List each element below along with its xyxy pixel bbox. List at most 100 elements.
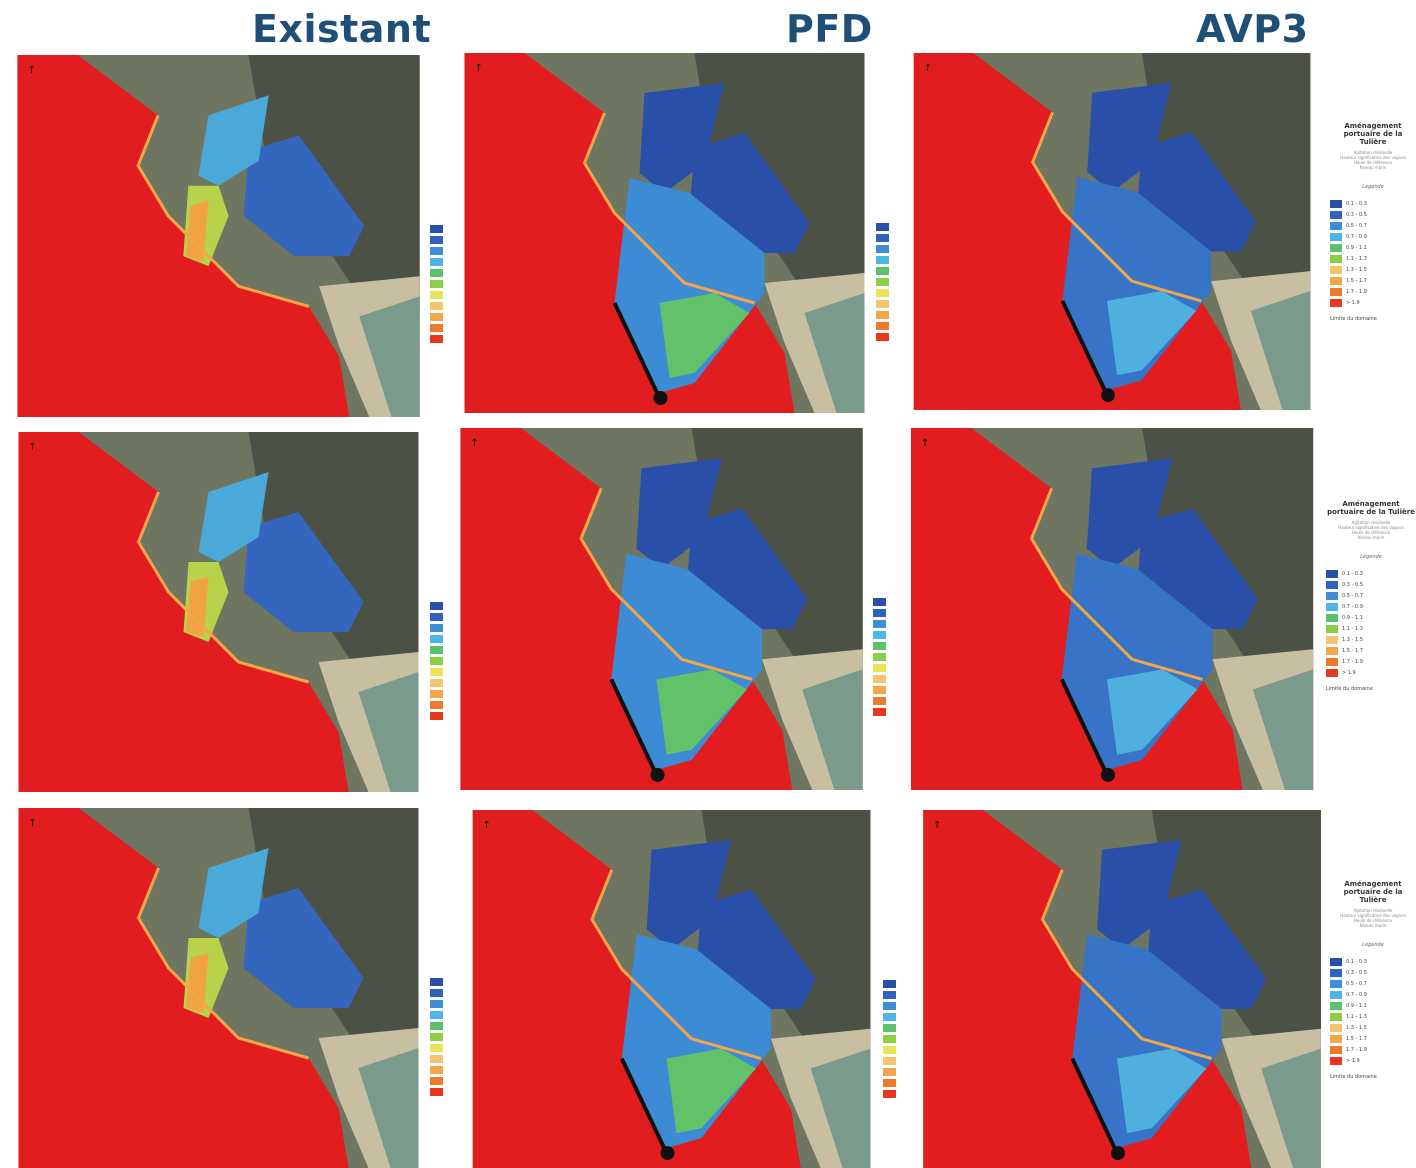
legend-heading: Légende	[1362, 942, 1384, 948]
legend-entry: 1.5 - 1.7	[1326, 645, 1416, 656]
inner-basin	[243, 512, 364, 632]
surf-zone	[1261, 1048, 1321, 1168]
breakwater-head	[1100, 767, 1116, 782]
legend-swatch	[1330, 221, 1342, 230]
map-panel: ↑	[905, 53, 1319, 410]
north-arrow-icon: ↑	[924, 63, 932, 74]
legend-heading: Légende	[1360, 554, 1382, 560]
north-arrow-icon: ↑	[483, 820, 491, 831]
mini-legend-swatch	[430, 624, 443, 632]
north-arrow-icon: ↑	[29, 442, 37, 453]
breakwater	[1070, 1057, 1119, 1154]
legend-swatch	[1330, 968, 1342, 977]
legend-label: > 1.9	[1346, 299, 1360, 306]
map-panel: ↑	[465, 810, 878, 1168]
legend-entries: 0.1 - 0.3 0.3 - 0.5 0.5 - 0.7 0.7 - 0.9 0.9 …	[1330, 956, 1416, 1066]
mini-legend-swatch	[430, 657, 443, 665]
coastal-fringe	[1040, 869, 1212, 1061]
legend-entry: 1.1 - 1.3	[1330, 1011, 1416, 1022]
breakwater	[612, 302, 662, 399]
north-arrow-icon: ↑	[933, 820, 941, 831]
mini-legend-swatch	[873, 675, 886, 683]
legend-label: 0.9 - 1.1	[1346, 244, 1367, 251]
legend-entry: 0.3 - 0.5	[1330, 967, 1416, 978]
legend-label: 1.7 - 1.9	[1342, 658, 1363, 665]
breakwater-head	[650, 767, 665, 782]
legend-entry: 0.3 - 0.5	[1326, 579, 1416, 590]
mini-legend-swatch	[876, 245, 889, 253]
legend-swatch	[1330, 1056, 1342, 1065]
mini-legend-swatch	[430, 324, 443, 332]
breakwater-head	[1101, 388, 1115, 403]
breakwater-head	[660, 1146, 675, 1161]
legend-label: 0.1 - 0.3	[1346, 200, 1367, 207]
legend-swatch	[1326, 613, 1338, 622]
legend-row-3: Aménagement portuaire de la Tulière Agit…	[1330, 880, 1416, 1080]
north-arrow-icon: ↑	[27, 65, 35, 76]
legend-row-1: Aménagement portuaire de la Tulière Agit…	[1330, 122, 1416, 322]
mini-legend-swatch	[430, 236, 443, 244]
mini-legend-swatch	[430, 646, 443, 654]
legend-entry: 0.7 - 0.9	[1326, 601, 1416, 612]
mini-legend-swatch	[873, 642, 886, 650]
legend-swatch	[1330, 1045, 1342, 1054]
legend-entry: 0.1 - 0.3	[1330, 956, 1416, 967]
legend-label: 0.1 - 0.3	[1346, 958, 1367, 965]
breakwater	[619, 1057, 669, 1154]
mini-legend-swatch	[430, 1011, 443, 1019]
legend-entry: 1.1 - 1.3	[1330, 253, 1416, 264]
outer-basin-lee	[656, 669, 747, 755]
legend-entries: 0.1 - 0.3 0.3 - 0.5 0.5 - 0.7 0.7 - 0.9 0.9 …	[1326, 568, 1416, 678]
mini-legend-swatch	[873, 708, 886, 716]
mini-legend-swatch	[876, 300, 889, 308]
inner-basin	[243, 888, 364, 1008]
north-basin	[198, 472, 269, 562]
entrance-hotspot	[186, 953, 209, 1013]
legend-entry: 0.7 - 0.9	[1330, 231, 1416, 242]
legend-entry: 1.5 - 1.7	[1330, 1033, 1416, 1044]
breakwater	[1059, 678, 1109, 776]
outer-basin-lee	[1106, 669, 1198, 755]
legend-swatch	[1330, 1001, 1342, 1010]
legend-entry: 0.9 - 1.1	[1330, 1000, 1416, 1011]
legend-entry: 1.1 - 1.3	[1326, 623, 1416, 634]
mini-legend-strip	[883, 980, 896, 1101]
mini-legend-strip	[430, 978, 443, 1099]
legend-label: > 1.9	[1346, 1057, 1360, 1064]
legend-swatch	[1326, 624, 1338, 633]
mini-legend-swatch	[873, 609, 886, 617]
legend-title: Aménagement portuaire de la Tulière	[1343, 880, 1403, 904]
mini-legend-swatch	[430, 1000, 443, 1008]
mini-legend-swatch	[883, 1024, 896, 1032]
legend-label: 0.1 - 0.3	[1342, 570, 1363, 577]
mini-legend-swatch	[883, 1013, 896, 1021]
legend-swatch	[1330, 1023, 1342, 1032]
map-svg: ↑	[910, 428, 1314, 790]
legend-swatch	[1326, 580, 1338, 589]
legend-subtitle: Agitation résiduelle Hauteur significati…	[1340, 150, 1406, 170]
map-svg: ↑	[460, 428, 863, 790]
north-basin	[1087, 82, 1172, 192]
mini-legend-swatch	[876, 311, 889, 319]
legend-title: Aménagement portuaire de la Tulière	[1327, 500, 1415, 516]
legend-row-2: Aménagement portuaire de la Tulière Agit…	[1326, 500, 1416, 692]
legend-label: 1.5 - 1.7	[1346, 277, 1367, 284]
mini-legend-swatch	[430, 1088, 443, 1096]
legend-label: 1.1 - 1.3	[1342, 625, 1363, 632]
legend-entry: 0.1 - 0.3	[1326, 568, 1416, 579]
legend-swatch	[1330, 276, 1342, 285]
breakwater	[1060, 300, 1109, 396]
entrance-hotspot	[186, 577, 209, 637]
legend-entry: 1.5 - 1.7	[1330, 275, 1416, 286]
mini-legend-swatch	[873, 631, 886, 639]
legend-entry: > 1.9	[1330, 1055, 1416, 1066]
mini-legend-swatch	[430, 291, 443, 299]
mini-legend-swatch	[430, 712, 443, 720]
mini-legend-swatch	[430, 1044, 443, 1052]
mini-legend-swatch	[873, 653, 886, 661]
legend-label: 0.3 - 0.5	[1346, 211, 1367, 218]
coastal-fringe	[136, 114, 310, 308]
surf-zone	[358, 1048, 419, 1168]
mini-legend-swatch	[873, 598, 886, 606]
legend-entry: 1.7 - 1.9	[1330, 286, 1416, 297]
